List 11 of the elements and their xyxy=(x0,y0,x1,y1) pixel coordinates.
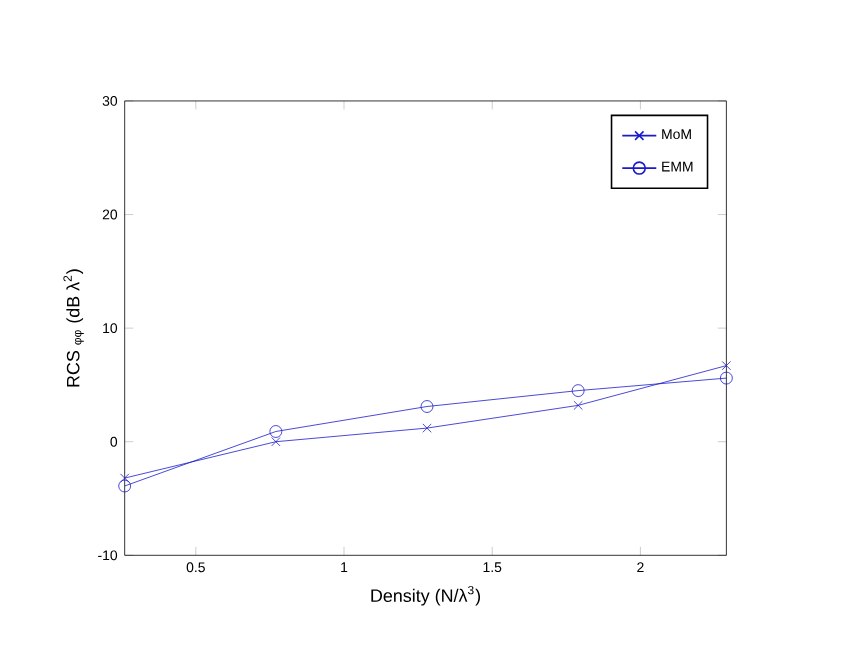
point xyxy=(422,423,432,433)
point xyxy=(719,371,733,385)
point xyxy=(573,400,583,410)
point xyxy=(420,399,434,413)
point xyxy=(571,383,585,397)
point xyxy=(269,424,283,438)
point xyxy=(271,436,281,446)
x-axis-title: Density (N/λ$^{3}$) xyxy=(371,585,481,606)
y-axis-title: RCS $_{φφ}$ (dB λ$^{2}$) xyxy=(63,268,84,387)
point xyxy=(721,360,731,370)
point xyxy=(118,479,132,492)
